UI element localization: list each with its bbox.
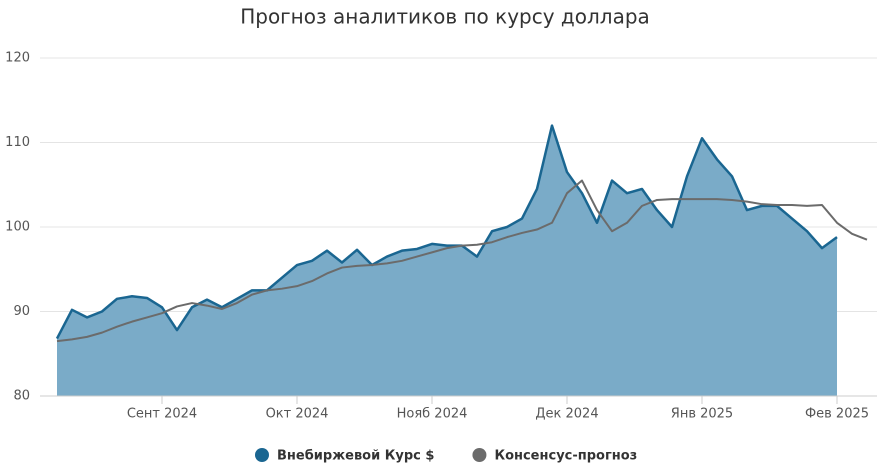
x-tick-label: Нояб 2024 bbox=[397, 407, 468, 422]
legend-label: Консенсус-прогноз bbox=[494, 449, 637, 464]
x-tick-label: Янв 2025 bbox=[671, 407, 733, 422]
legend-item[interactable]: Консенсус-прогноз bbox=[472, 448, 637, 464]
legend-marker bbox=[472, 448, 487, 462]
y-tick-label: 90 bbox=[13, 304, 30, 319]
x-tick-label: Сент 2024 bbox=[127, 407, 197, 422]
chart-title: Прогноз аналитиков по курсу доллара bbox=[240, 5, 650, 29]
area bbox=[57, 125, 837, 396]
x-tick-label: Дек 2024 bbox=[535, 407, 598, 422]
y-tick-label: 100 bbox=[5, 220, 30, 235]
series-line bbox=[56, 179, 868, 343]
legend-marker bbox=[255, 448, 269, 462]
legend-label: Внебиржевой Курс $ bbox=[277, 449, 434, 464]
x-tick-label: Окт 2024 bbox=[266, 407, 329, 422]
y-tick-label: 120 bbox=[5, 51, 30, 66]
x-tick-label: Фев 2025 bbox=[805, 407, 869, 422]
y-tick-label: 80 bbox=[13, 389, 30, 404]
series-line bbox=[55, 124, 838, 340]
y-tick-label: 110 bbox=[5, 135, 30, 150]
legend-item[interactable]: Внебиржевой Курс $ bbox=[255, 448, 434, 464]
